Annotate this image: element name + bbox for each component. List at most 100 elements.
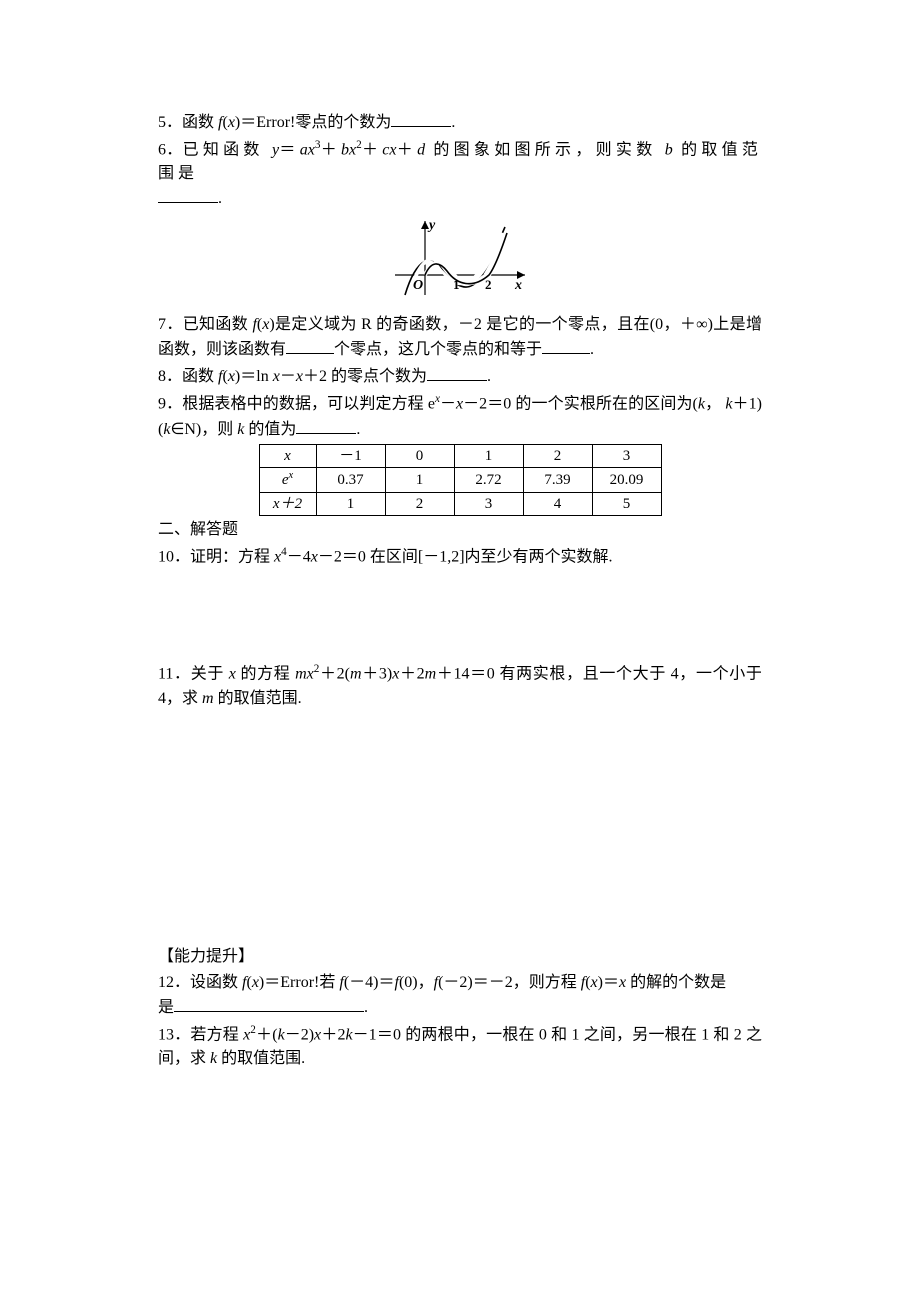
question-10: 10．证明：方程 x4－4x－2＝0 在区间[－1,2]内至少有两个实数解. xyxy=(158,544,762,569)
q12-e: (－2)＝－2，则方程 xyxy=(438,974,581,991)
q7-c: 个零点，这几个零点的和等于 xyxy=(334,341,542,358)
th-x-val: x xyxy=(284,448,291,464)
q12-b: 若 xyxy=(319,974,339,991)
q11-m: m xyxy=(295,666,307,683)
th-x2-p: ＋2 xyxy=(280,496,303,512)
q11-c: ＋2( xyxy=(319,666,350,683)
q6-b-coef: b xyxy=(341,141,349,158)
td: 2 xyxy=(523,444,592,468)
q11-num: 11． xyxy=(158,666,191,683)
q12-end: . xyxy=(364,999,368,1016)
td: 1 xyxy=(316,492,385,516)
y-label: y xyxy=(427,218,436,233)
q9-end: . xyxy=(356,421,360,438)
q11-b: 的方程 xyxy=(236,666,295,683)
gap-10 xyxy=(158,571,762,661)
q5-post: 零点的个数为 xyxy=(295,114,391,131)
q6-a-coef: a xyxy=(300,141,308,158)
q12-eq: ＝ xyxy=(264,974,280,991)
q13-k2: k xyxy=(346,1026,353,1043)
q12-blank xyxy=(174,995,364,1012)
graph-svg: y x O 1 2 xyxy=(385,215,535,301)
q6-blank xyxy=(158,186,218,203)
q8-minus: － xyxy=(280,368,296,385)
td: 7.39 xyxy=(523,468,592,493)
q7-a: 已知函数 xyxy=(183,316,253,333)
origin-label: O xyxy=(413,278,423,293)
question-6: 6．已知函数 y＝ax3＋bx2＋cx＋d 的图象如图所示，则实数 b 的取值范… xyxy=(158,137,762,211)
q6-num: 6． xyxy=(158,141,183,158)
q6-x3: x xyxy=(308,141,315,158)
q11-a: 关于 xyxy=(191,666,229,683)
q9-table: x －1 0 1 2 3 ex 0.37 1 2.72 7.39 20.09 x… xyxy=(158,444,762,517)
q13-c: －2) xyxy=(285,1026,314,1043)
th-e: e xyxy=(282,472,289,488)
section-3: 【能力提升】 xyxy=(158,945,762,969)
q6-graph: y x O 1 2 xyxy=(158,215,762,309)
data-table: x －1 0 1 2 3 ex 0.37 1 2.72 7.39 20.09 x… xyxy=(259,444,662,517)
q9-e: ∈N)，则 xyxy=(170,421,237,438)
q6-plus1: ＋ xyxy=(320,141,341,158)
question-8: 8．函数 f(x)＝ln x－x＋2 的零点个数为. xyxy=(158,364,762,389)
td: 1 xyxy=(454,444,523,468)
td: 3 xyxy=(592,444,661,468)
td: 20.09 xyxy=(592,468,661,493)
question-12: 12．设函数 f(x)＝Error!若 f(－4)＝f(0)，f(－2)＝－2，… xyxy=(158,971,762,1020)
q6-b-text: 的图象如图所示，则实数 xyxy=(425,141,665,158)
q11-g: 的取值范围. xyxy=(214,690,302,707)
page-content: 5．函数 f(x)＝Error!零点的个数为. 6．已知函数 y＝ax3＋bx2… xyxy=(0,0,920,1133)
q6-d-coef: d xyxy=(417,141,425,158)
q12-num: 12． xyxy=(158,974,190,991)
q11-d: ＋3) xyxy=(362,666,393,683)
q5-error: Error! xyxy=(256,114,295,131)
q5-end: . xyxy=(451,114,455,131)
q6-eq: ＝ xyxy=(279,141,300,158)
q7-num: 7． xyxy=(158,316,183,333)
q11-m2: m xyxy=(350,666,362,683)
q13-a: 若方程 xyxy=(190,1026,243,1043)
q12-d: (0)， xyxy=(399,974,434,991)
q11-x: x xyxy=(229,666,236,683)
q5-pre: 函数 xyxy=(182,114,218,131)
q8-plus2: ＋2 的零点个数为 xyxy=(303,368,427,385)
q9-blank xyxy=(296,417,356,434)
th-x2-x: x xyxy=(273,496,280,512)
q5-blank xyxy=(391,110,451,127)
q7-blank2 xyxy=(542,337,590,354)
q9-k: k xyxy=(698,396,705,413)
q8-a: 函数 xyxy=(182,368,218,385)
q8-xv2: x xyxy=(296,368,303,385)
q9-b: － xyxy=(440,396,456,413)
x-label: x xyxy=(514,278,522,293)
q5-eq: ＝ xyxy=(240,114,256,131)
q12-g: 的解的个数是 xyxy=(626,974,726,991)
q6-plus2: ＋ xyxy=(362,141,383,158)
table-row: x －1 0 1 2 3 xyxy=(259,444,661,468)
q5-num: 5． xyxy=(158,114,182,131)
q12-a: 设函数 xyxy=(190,974,242,991)
q10-num: 10． xyxy=(158,548,190,565)
q11-m3: m xyxy=(425,666,437,683)
actual-curve xyxy=(425,233,507,284)
q13-f: 的取值范围. xyxy=(217,1050,305,1067)
q11-m4: m xyxy=(202,690,214,707)
th-x: x xyxy=(259,444,316,468)
q5-x: x xyxy=(228,114,235,131)
q13-num: 13． xyxy=(158,1026,190,1043)
td: －1 xyxy=(316,444,385,468)
tick-2: 2 xyxy=(485,277,492,292)
q6-bvar: b xyxy=(665,141,673,158)
td: 5 xyxy=(592,492,661,516)
q8-end: . xyxy=(487,368,491,385)
tick-1: 1 xyxy=(453,277,460,292)
q12-eq2: ＝ xyxy=(603,974,619,991)
q12-x: x xyxy=(252,974,259,991)
q7-end: . xyxy=(590,341,594,358)
q13-k: k xyxy=(278,1026,285,1043)
q8-eq: ＝ln xyxy=(240,368,272,385)
q6-end: . xyxy=(218,190,222,207)
q8-blank xyxy=(427,364,487,381)
table-row: x＋2 1 2 3 4 5 xyxy=(259,492,661,516)
q10-a: 证明：方程 xyxy=(190,548,274,565)
q9-a: 根据表格中的数据，可以判定方程 e xyxy=(182,396,435,413)
